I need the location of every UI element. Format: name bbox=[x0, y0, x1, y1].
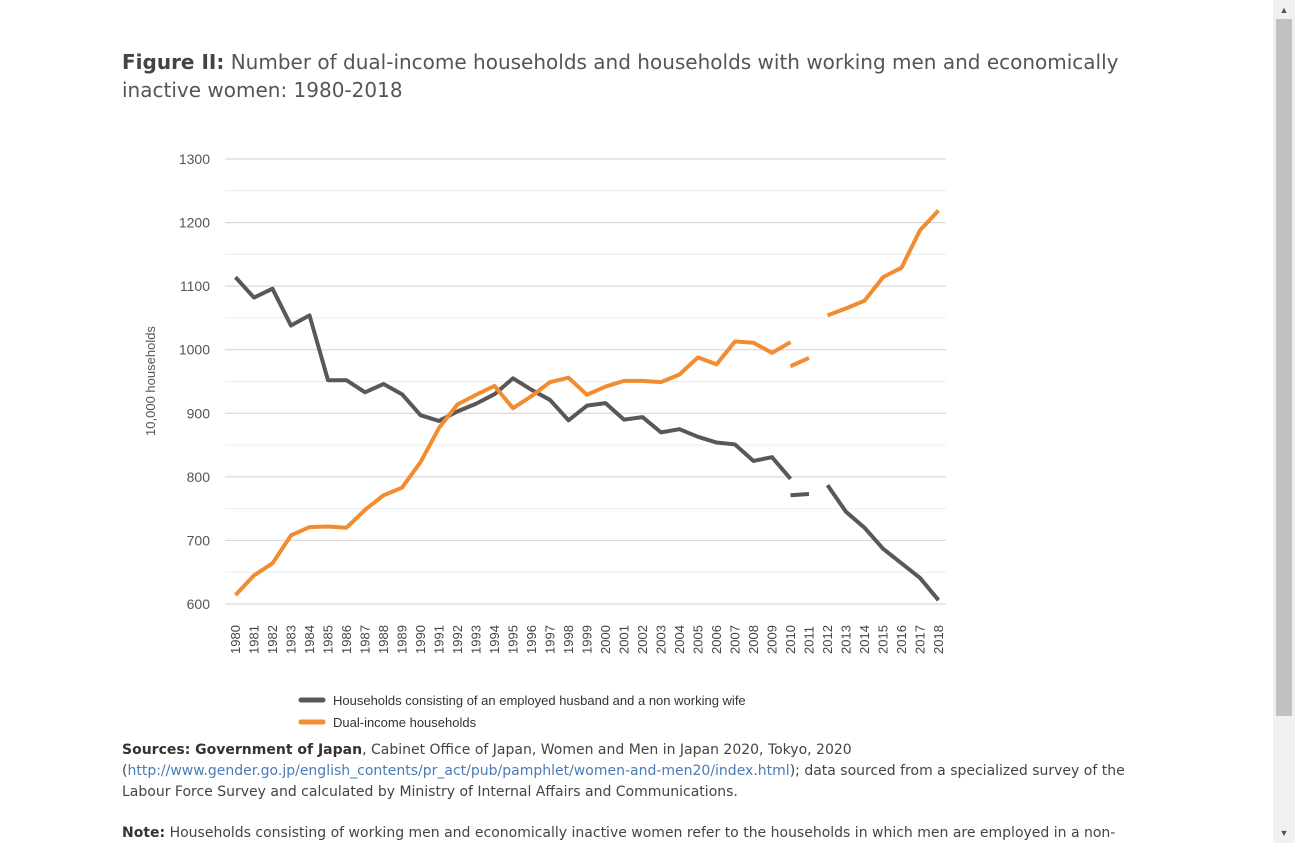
scroll-down-arrow-icon[interactable]: ▼ bbox=[1279, 828, 1289, 838]
x-tick-label: 2004 bbox=[672, 625, 687, 654]
x-tick-label: 2009 bbox=[765, 625, 780, 654]
vertical-scrollbar[interactable]: ▲ ▼ bbox=[1273, 0, 1295, 843]
y-axis-label: 10,000 households bbox=[143, 326, 158, 436]
figure-title: Figure II: Number of dual-income househo… bbox=[122, 48, 1122, 104]
y-tick-label: 1200 bbox=[179, 215, 210, 231]
x-tick-label: 1986 bbox=[339, 625, 354, 654]
x-tick-label: 2011 bbox=[802, 626, 817, 654]
y-tick-label: 1000 bbox=[179, 342, 210, 358]
x-tick-label: 1987 bbox=[358, 625, 373, 654]
sources-text: , Cabinet Office of Japan, Women and Men… bbox=[362, 742, 852, 758]
x-tick-label: 1983 bbox=[284, 625, 299, 654]
x-tick-label: 1990 bbox=[413, 625, 428, 654]
note-paragraph: Note: Households consisting of working m… bbox=[122, 823, 1132, 843]
x-tick-label: 2007 bbox=[728, 625, 743, 654]
x-tick-label: 2000 bbox=[598, 625, 613, 654]
x-tick-label: 1980 bbox=[228, 625, 243, 654]
employed-husband-series-line bbox=[790, 492, 810, 498]
y-tick-label: 700 bbox=[187, 532, 211, 548]
x-tick-label: 2010 bbox=[783, 625, 798, 654]
figure-title-text: Number of dual-income households and hou… bbox=[122, 50, 1119, 102]
dual-income-series-line bbox=[234, 339, 792, 597]
employed-husband-series-line bbox=[825, 483, 941, 602]
x-tick-label: 1994 bbox=[487, 625, 502, 654]
x-tick-label: 2003 bbox=[654, 625, 669, 654]
x-tick-label: 2014 bbox=[857, 625, 872, 654]
figure-label: Figure II: bbox=[122, 50, 225, 74]
x-tick-label: 2017 bbox=[913, 625, 928, 654]
x-tick-label: 2016 bbox=[894, 625, 909, 654]
x-tick-label: 1995 bbox=[506, 625, 521, 654]
dual-income-series-line bbox=[826, 209, 940, 318]
x-tick-label: 1991 bbox=[432, 625, 447, 654]
scroll-up-arrow-icon[interactable]: ▲ bbox=[1279, 5, 1289, 15]
y-tick-label: 1100 bbox=[180, 278, 210, 294]
x-tick-label: 1997 bbox=[543, 625, 558, 654]
sources-open-paren: ( bbox=[122, 763, 128, 779]
x-tick-label: 1985 bbox=[321, 625, 336, 654]
employed-husband-series-line bbox=[234, 275, 793, 481]
sources-paragraph: Sources: Government of Japan, Cabinet Of… bbox=[122, 740, 1132, 803]
x-tick-label: 1996 bbox=[524, 625, 539, 654]
x-tick-label: 1999 bbox=[580, 625, 595, 654]
x-tick-label: 1981 bbox=[247, 625, 262, 654]
sources-link[interactable]: http://www.gender.go.jp/english_contents… bbox=[127, 763, 790, 779]
x-tick-label: 2018 bbox=[931, 625, 946, 654]
x-tick-label: 1998 bbox=[561, 625, 576, 654]
sources-label: Sources: Government of Japan bbox=[122, 742, 363, 758]
legend-label: Households consisting of an employed hus… bbox=[333, 693, 746, 708]
x-tick-label: 1982 bbox=[265, 625, 280, 654]
note-label: Note: bbox=[122, 825, 166, 841]
note-text: Households consisting of working men and… bbox=[165, 825, 1116, 841]
y-tick-label: 1300 bbox=[179, 151, 210, 167]
x-tick-label: 1992 bbox=[450, 625, 465, 654]
scrollbar-thumb[interactable] bbox=[1276, 19, 1292, 716]
x-tick-label: 1984 bbox=[302, 625, 317, 654]
legend-label: Dual-income households bbox=[333, 715, 477, 730]
y-tick-label: 600 bbox=[187, 596, 211, 612]
x-tick-label: 2013 bbox=[839, 625, 854, 654]
x-tick-label: 2006 bbox=[709, 625, 724, 654]
sources-text-continued: ); data sourced from a specialized surve… bbox=[122, 763, 1125, 800]
x-tick-label: 2002 bbox=[635, 625, 650, 654]
x-tick-label: 2012 bbox=[820, 625, 835, 654]
x-tick-label: 2008 bbox=[746, 625, 761, 654]
dual-income-series-line bbox=[789, 356, 810, 369]
x-tick-label: 2015 bbox=[876, 625, 891, 654]
line-chart: 600 700 800 900 1000 1100 1200 1300 10,000 house… bbox=[143, 151, 946, 730]
x-tick-label: 2005 bbox=[691, 625, 706, 654]
x-tick-label: 1989 bbox=[395, 625, 410, 654]
x-tick-label: 1988 bbox=[376, 625, 391, 654]
y-tick-label: 900 bbox=[187, 405, 211, 421]
x-tick-label: 1993 bbox=[469, 625, 484, 654]
x-tick-label: 2001 bbox=[617, 625, 632, 654]
y-tick-label: 800 bbox=[187, 469, 211, 485]
